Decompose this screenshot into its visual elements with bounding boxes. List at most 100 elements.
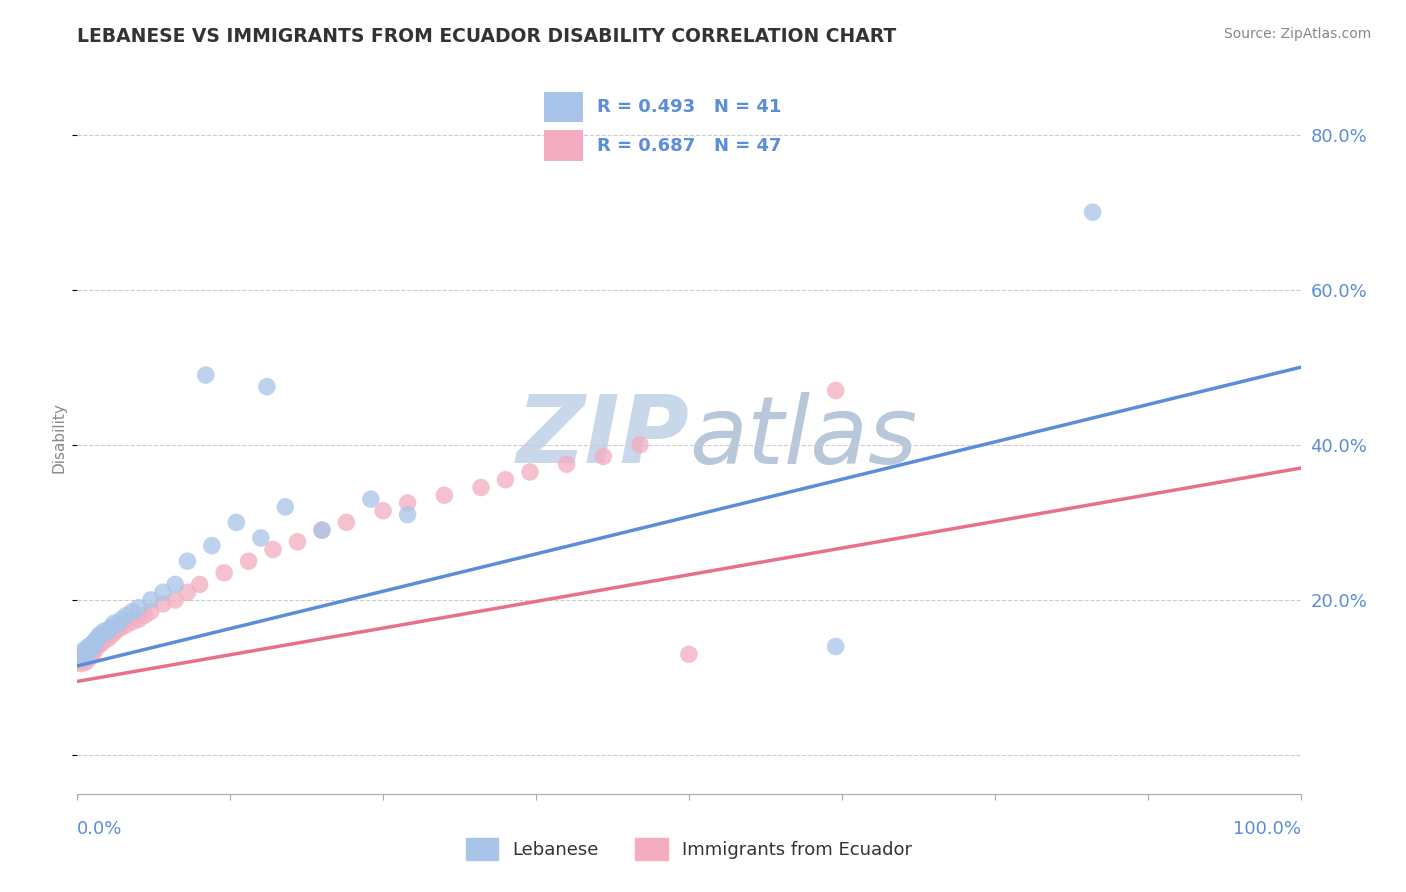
Point: [86, 640, 108, 654]
Point: [89, 628, 111, 642]
Point: [75, 648, 97, 663]
Point: [555, 457, 578, 471]
Point: [201, 539, 224, 553]
Point: [256, 379, 278, 393]
Point: [89, 638, 111, 652]
Point: [121, 605, 143, 619]
Point: [165, 593, 187, 607]
Point: [72, 643, 94, 657]
Point: [139, 605, 162, 619]
Point: [188, 577, 211, 591]
Point: [360, 492, 382, 507]
FancyBboxPatch shape: [544, 92, 583, 122]
Point: [152, 585, 174, 599]
Point: [80, 638, 103, 652]
Point: [115, 617, 138, 632]
Point: [335, 516, 357, 530]
Point: [107, 617, 129, 632]
Point: [495, 473, 517, 487]
Legend: Lebanese, Immigrants from Ecuador: Lebanese, Immigrants from Ecuador: [458, 830, 920, 867]
Point: [70, 651, 93, 665]
Point: [128, 600, 150, 615]
Point: [75, 655, 97, 669]
Point: [93, 624, 115, 638]
Point: [121, 615, 143, 629]
Point: [824, 640, 846, 654]
Point: [134, 608, 156, 623]
Point: [1081, 205, 1104, 219]
Point: [176, 554, 198, 568]
Point: [103, 616, 125, 631]
Text: Source: ZipAtlas.com: Source: ZipAtlas.com: [1223, 27, 1371, 41]
Point: [90, 635, 112, 649]
Point: [110, 612, 132, 626]
Point: [79, 651, 101, 665]
Text: LEBANESE VS IMMIGRANTS FROM ECUADOR DISABILITY CORRELATION CHART: LEBANESE VS IMMIGRANTS FROM ECUADOR DISA…: [77, 27, 897, 45]
Point: [165, 577, 187, 591]
Point: [98, 623, 121, 637]
Point: [212, 566, 235, 580]
Point: [77, 647, 100, 661]
Point: [110, 620, 132, 634]
FancyBboxPatch shape: [544, 130, 583, 161]
Point: [82, 647, 104, 661]
Point: [396, 496, 419, 510]
Point: [86, 632, 108, 646]
Point: [76, 646, 98, 660]
Point: [470, 481, 492, 495]
Point: [73, 647, 96, 661]
Point: [84, 641, 107, 656]
Point: [80, 643, 103, 657]
Point: [83, 637, 105, 651]
Point: [115, 608, 138, 623]
Point: [100, 628, 122, 642]
Point: [250, 531, 273, 545]
Point: [80, 646, 103, 660]
Text: 0.0%: 0.0%: [77, 820, 122, 838]
Point: [152, 597, 174, 611]
Text: R = 0.493   N = 41: R = 0.493 N = 41: [598, 98, 782, 116]
Point: [311, 523, 333, 537]
Point: [80, 643, 103, 657]
Point: [262, 542, 284, 557]
Point: [371, 504, 394, 518]
Point: [396, 508, 419, 522]
Point: [139, 593, 162, 607]
Point: [628, 438, 651, 452]
Point: [824, 384, 846, 398]
Text: 100.0%: 100.0%: [1233, 820, 1301, 838]
Y-axis label: Disability: Disability: [52, 401, 67, 473]
Point: [69, 647, 91, 661]
Point: [72, 653, 94, 667]
Point: [225, 516, 247, 530]
Point: [274, 500, 297, 514]
Point: [84, 633, 107, 648]
Point: [287, 534, 309, 549]
Point: [238, 554, 260, 568]
Point: [70, 657, 93, 671]
Point: [176, 585, 198, 599]
Point: [82, 635, 104, 649]
Point: [128, 612, 150, 626]
Point: [76, 648, 98, 663]
Point: [107, 623, 129, 637]
Point: [678, 647, 700, 661]
Point: [90, 628, 112, 642]
Point: [69, 655, 91, 669]
Point: [311, 523, 333, 537]
Text: R = 0.687   N = 47: R = 0.687 N = 47: [598, 136, 782, 154]
Point: [77, 640, 100, 654]
Point: [79, 641, 101, 656]
Point: [194, 368, 217, 382]
Point: [73, 651, 96, 665]
Point: [100, 620, 122, 634]
Point: [96, 625, 118, 640]
Point: [93, 633, 115, 648]
Point: [97, 632, 120, 646]
Point: [519, 465, 541, 479]
Point: [103, 625, 125, 640]
Text: ZIP: ZIP: [516, 391, 689, 483]
Point: [433, 488, 456, 502]
Point: [592, 450, 614, 464]
Text: atlas: atlas: [689, 392, 917, 483]
